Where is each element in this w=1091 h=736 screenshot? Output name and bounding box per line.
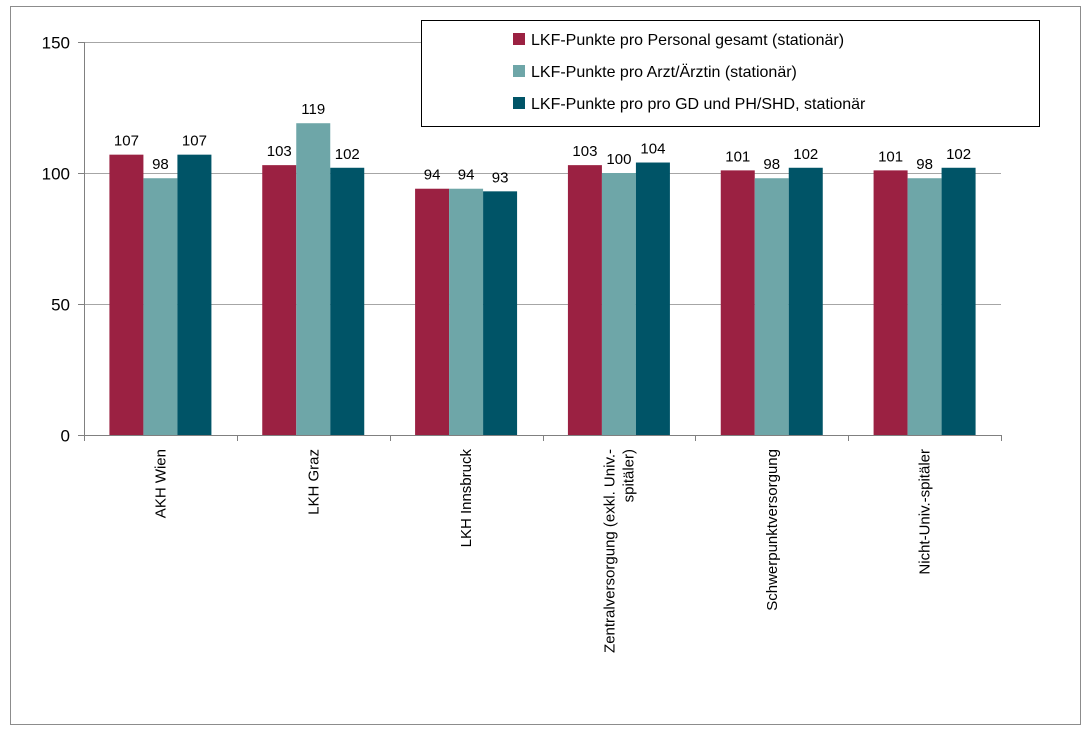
category-label-line: LKH Graz bbox=[305, 449, 322, 515]
bars bbox=[109, 123, 976, 436]
data-label: 93 bbox=[492, 169, 509, 186]
category-label-line: AKH Wien bbox=[152, 449, 169, 518]
bar bbox=[262, 165, 297, 435]
category-label-line: spitäler) bbox=[620, 449, 637, 502]
category-label: Zentralversorgung (exkl. Univ.- spitäler) bbox=[601, 449, 637, 653]
category-label-line: Nicht-Univ.-spitäler bbox=[917, 449, 934, 575]
data-label: 98 bbox=[152, 156, 169, 173]
legend-label: LKF-Punkte pro pro GD und PH/SHD, statio… bbox=[531, 96, 866, 113]
category-label: LKH Innsbruck bbox=[458, 449, 475, 548]
category-label-line: Schwerpunktversorgung bbox=[764, 449, 781, 611]
chart-border bbox=[10, 6, 1081, 725]
data-label: 102 bbox=[793, 146, 818, 163]
legend: LKF-Punkte pro Personal gesamt (stationä… bbox=[421, 20, 1040, 127]
data-label: 102 bbox=[946, 146, 971, 163]
data-label: 100 bbox=[606, 151, 631, 168]
legend-swatch bbox=[513, 33, 525, 45]
category-labels: AKH Wien LKH Graz LKH Innsbruck Zentralvers… bbox=[152, 449, 933, 653]
bar bbox=[177, 154, 212, 435]
bar bbox=[296, 123, 331, 435]
category-label: LKH Graz bbox=[305, 449, 322, 515]
bar bbox=[109, 154, 144, 435]
bar bbox=[873, 170, 908, 435]
legend-label: LKF-Punkte pro Personal gesamt (stationä… bbox=[531, 32, 844, 49]
bar bbox=[635, 162, 670, 435]
legend-swatch bbox=[513, 97, 525, 109]
bar bbox=[449, 188, 484, 435]
data-label: 94 bbox=[458, 167, 475, 184]
data-label: 101 bbox=[725, 148, 750, 165]
bar bbox=[720, 170, 755, 435]
data-label: 103 bbox=[572, 143, 597, 160]
data-label: 101 bbox=[878, 148, 903, 165]
data-label: 119 bbox=[301, 101, 325, 118]
data-label: 102 bbox=[335, 146, 360, 163]
category-label: Nicht-Univ.-spitäler bbox=[917, 449, 934, 575]
bar bbox=[788, 167, 823, 435]
data-labels: 107 98 107 103 119 102 94 94 93 103 100 104 101 98 102… bbox=[114, 101, 971, 186]
data-label: 98 bbox=[916, 156, 933, 173]
data-label: 103 bbox=[267, 143, 292, 160]
bar bbox=[907, 178, 942, 436]
bar bbox=[754, 178, 789, 436]
bar bbox=[415, 188, 450, 435]
category-label-line: Zentralversorgung (exkl. Univ.- bbox=[601, 449, 618, 653]
legend-label: LKF-Punkte pro Arzt/Ärztin (stationär) bbox=[531, 63, 797, 81]
category-label: AKH Wien bbox=[152, 449, 169, 518]
bar bbox=[601, 173, 636, 435]
y-tick-label: 0 bbox=[61, 427, 70, 446]
legend-swatch bbox=[513, 65, 525, 77]
data-label: 104 bbox=[640, 141, 665, 158]
data-label: 94 bbox=[424, 167, 441, 184]
y-tick-label: 150 bbox=[42, 34, 70, 53]
y-tick-label: 100 bbox=[42, 165, 70, 184]
category-label-line: LKH Innsbruck bbox=[458, 449, 475, 548]
axes: 0 50 100 150 bbox=[42, 34, 1002, 446]
category-label: Schwerpunktversorgung bbox=[764, 449, 781, 611]
bar bbox=[941, 167, 976, 435]
bar bbox=[483, 191, 518, 435]
data-label: 107 bbox=[182, 133, 207, 150]
bar bbox=[567, 165, 602, 435]
bar bbox=[143, 178, 178, 436]
data-label: 107 bbox=[114, 133, 139, 150]
bar bbox=[330, 167, 365, 435]
y-tick-label: 50 bbox=[51, 296, 70, 315]
data-label: 98 bbox=[763, 156, 780, 173]
